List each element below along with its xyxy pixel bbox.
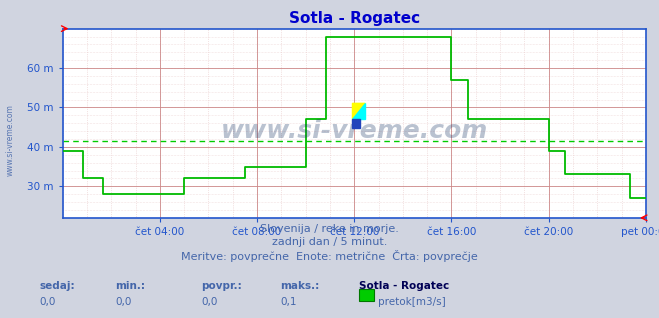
Polygon shape [353, 103, 365, 120]
Text: 0,0: 0,0 [40, 297, 56, 307]
Title: Sotla - Rogatec: Sotla - Rogatec [289, 11, 420, 26]
Text: zadnji dan / 5 minut.: zadnji dan / 5 minut. [272, 237, 387, 247]
Text: 0,1: 0,1 [280, 297, 297, 307]
Text: Slovenija / reke in morje.: Slovenija / reke in morje. [260, 224, 399, 234]
Text: www.si-vreme.com: www.si-vreme.com [5, 104, 14, 176]
Text: maks.:: maks.: [280, 281, 320, 291]
Text: www.si-vreme.com: www.si-vreme.com [221, 119, 488, 143]
Bar [353, 120, 360, 128]
Text: 0,0: 0,0 [201, 297, 217, 307]
Text: povpr.:: povpr.: [201, 281, 242, 291]
Text: sedaj:: sedaj: [40, 281, 75, 291]
Text: min.:: min.: [115, 281, 146, 291]
Text: pretok[m3/s]: pretok[m3/s] [378, 297, 445, 307]
Polygon shape [353, 103, 365, 120]
Text: Sotla - Rogatec: Sotla - Rogatec [359, 281, 449, 291]
Text: Meritve: povprečne  Enote: metrične  Črta: povprečje: Meritve: povprečne Enote: metrične Črta:… [181, 250, 478, 262]
Text: 0,0: 0,0 [115, 297, 132, 307]
